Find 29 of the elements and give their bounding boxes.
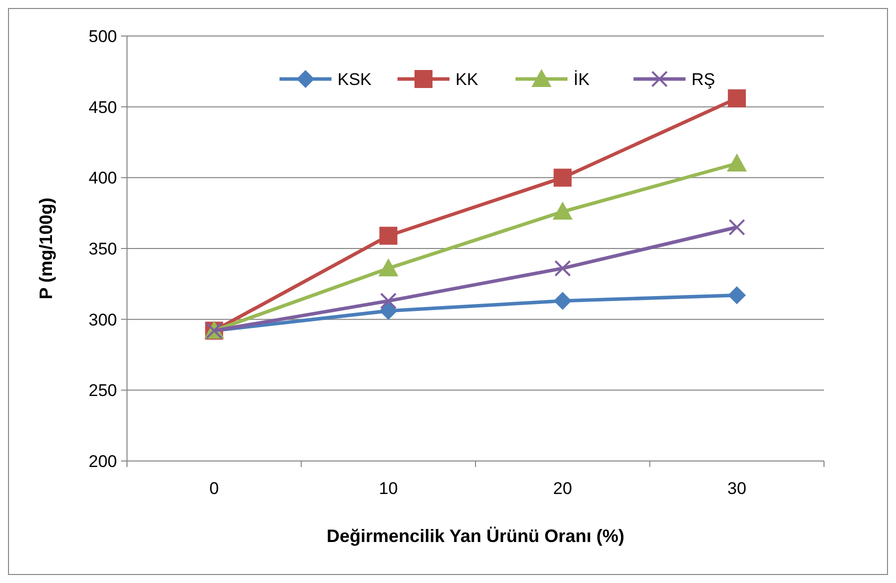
y-tick-label: 200 xyxy=(88,452,117,471)
point xyxy=(554,260,571,276)
x-axis-title: Değirmencilik Yan Ürünü Oranı (%) xyxy=(326,526,624,546)
y-axis-title: P (mg/100g) xyxy=(36,198,56,300)
point xyxy=(379,302,398,320)
point xyxy=(554,292,572,310)
point xyxy=(728,219,745,236)
y-tick-label: 450 xyxy=(88,98,117,117)
point xyxy=(379,226,398,245)
x-tick-label: 10 xyxy=(378,479,398,498)
x-tick-label: 0 xyxy=(209,479,219,498)
legend-label: KK xyxy=(456,70,479,89)
x-tick-label: 30 xyxy=(727,479,746,498)
point xyxy=(726,154,747,172)
point xyxy=(728,286,746,304)
point xyxy=(552,202,573,220)
point xyxy=(728,89,746,108)
y-tick-label: 250 xyxy=(88,381,117,400)
y-tick-label: 400 xyxy=(88,168,117,188)
legend-label: İK xyxy=(574,70,590,89)
legend-label: RŞ xyxy=(692,70,716,89)
legend-label: KSK xyxy=(338,70,372,89)
y-tick-label: 500 xyxy=(88,26,117,46)
point xyxy=(380,292,396,309)
y-tick-label: 300 xyxy=(88,310,117,330)
y-tick-label: 350 xyxy=(88,239,117,258)
x-tick-label: 20 xyxy=(553,479,572,498)
point xyxy=(554,168,572,187)
point xyxy=(378,258,398,276)
